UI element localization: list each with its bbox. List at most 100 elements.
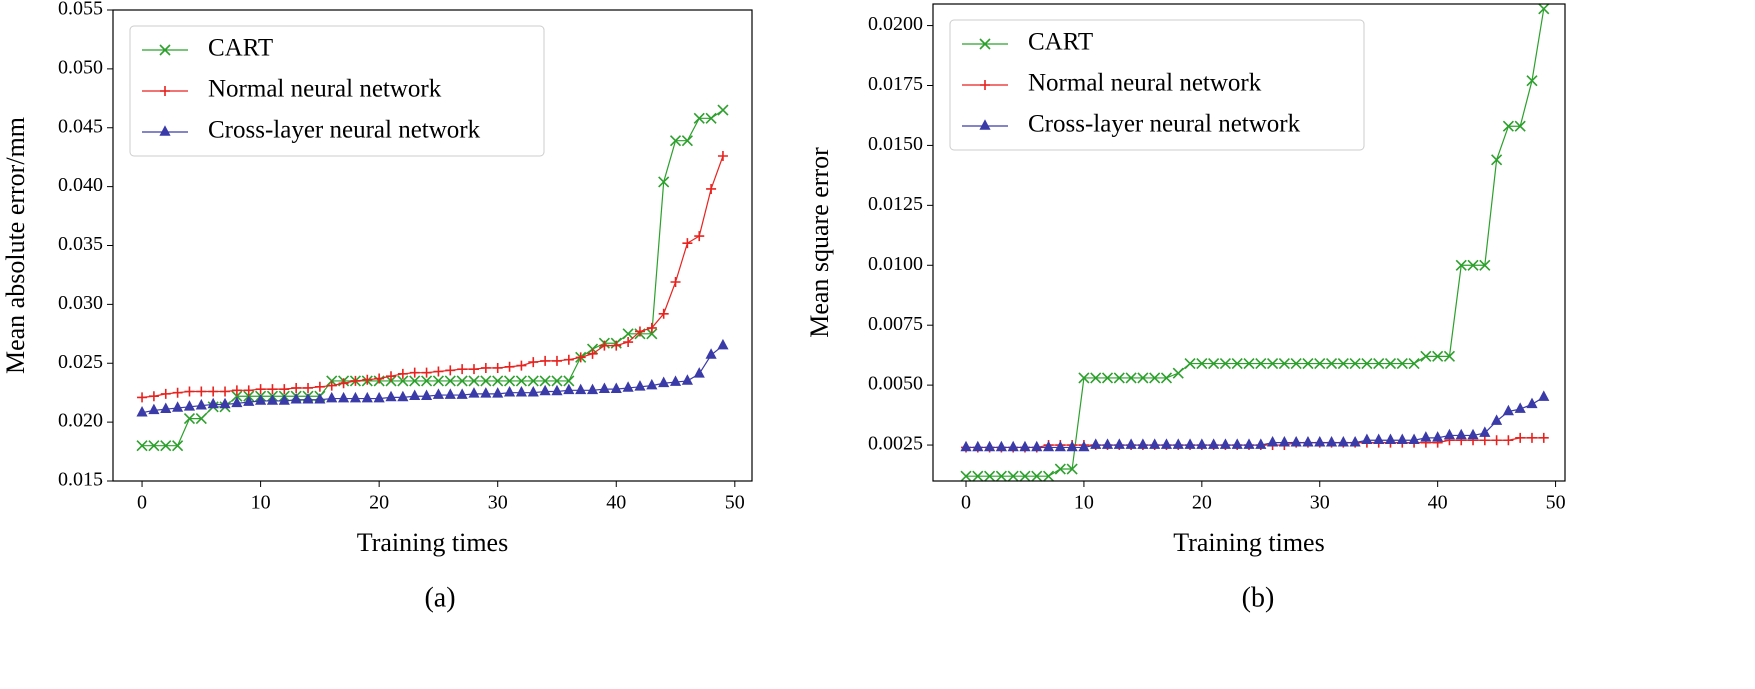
marker xyxy=(1479,435,1490,446)
marker xyxy=(385,390,397,402)
marker xyxy=(1384,433,1397,445)
marker xyxy=(539,384,551,396)
marker xyxy=(492,387,504,398)
marker xyxy=(960,470,972,482)
marker xyxy=(705,112,717,124)
x-axis-label: Training times xyxy=(1173,528,1324,557)
marker xyxy=(1255,357,1267,370)
marker xyxy=(1066,440,1078,452)
marker xyxy=(1443,428,1456,440)
marker xyxy=(504,361,515,372)
marker xyxy=(1467,259,1479,271)
marker xyxy=(1054,463,1066,475)
y-tick-label: 0.0100 xyxy=(868,253,923,275)
marker xyxy=(326,380,337,391)
marker xyxy=(303,382,314,393)
marker xyxy=(503,385,516,397)
marker xyxy=(1019,470,1031,482)
marker xyxy=(539,375,551,387)
marker xyxy=(136,405,148,417)
marker xyxy=(457,364,468,375)
marker xyxy=(1042,470,1055,482)
legend-marker xyxy=(159,44,171,56)
marker xyxy=(1196,357,1208,370)
marker xyxy=(444,388,456,399)
marker xyxy=(551,384,563,396)
marker xyxy=(1125,438,1137,449)
marker xyxy=(669,135,682,147)
marker xyxy=(492,362,503,373)
marker xyxy=(255,384,266,395)
marker xyxy=(432,388,445,399)
marker xyxy=(1443,350,1456,362)
marker xyxy=(681,374,693,385)
marker xyxy=(1502,404,1514,416)
legend-marker xyxy=(160,86,170,96)
marker xyxy=(646,378,658,390)
legend-label: Cross-layer neural network xyxy=(208,117,481,144)
legend-marker xyxy=(159,125,171,136)
marker xyxy=(670,277,681,288)
x-tick-label: 50 xyxy=(725,492,745,514)
marker xyxy=(1491,154,1503,166)
marker xyxy=(148,440,160,452)
y-tick-label: 0.015 xyxy=(58,469,103,491)
subplot: 0.0025 0.0050 0.0075 0.0100 0.0125 0.0150 0.01… xyxy=(805,3,1566,613)
marker xyxy=(326,391,338,403)
marker xyxy=(1031,440,1043,452)
marker xyxy=(540,355,551,366)
marker xyxy=(1491,414,1503,425)
marker xyxy=(1078,440,1090,452)
marker xyxy=(1455,428,1467,440)
marker xyxy=(1349,357,1361,370)
marker xyxy=(984,440,996,452)
marker xyxy=(314,393,326,404)
marker xyxy=(172,440,184,452)
marker xyxy=(705,348,717,359)
marker xyxy=(290,393,302,404)
marker xyxy=(706,183,717,194)
y-tick-label: 0.055 xyxy=(58,0,103,20)
marker xyxy=(409,367,420,378)
marker xyxy=(432,375,444,387)
marker xyxy=(160,440,172,452)
marker xyxy=(1337,357,1349,370)
y-axis-label: Mean square error xyxy=(805,147,834,338)
marker xyxy=(1526,75,1538,87)
legend-label: Cross-layer neural network xyxy=(1028,111,1301,138)
marker xyxy=(1184,357,1196,370)
marker xyxy=(1314,357,1326,370)
caption: (a) xyxy=(424,582,455,613)
y-axis-label: Mean absolute error/mm xyxy=(1,117,30,374)
marker xyxy=(1325,357,1338,370)
marker xyxy=(1137,372,1149,384)
y-tick-label: 0.0175 xyxy=(868,73,923,95)
marker xyxy=(350,375,361,386)
y-tick-label: 0.0150 xyxy=(868,133,923,155)
marker xyxy=(1503,435,1514,446)
marker xyxy=(445,365,456,376)
plot-frame xyxy=(112,9,753,482)
marker xyxy=(1031,470,1043,482)
marker xyxy=(1432,431,1444,442)
marker xyxy=(349,391,362,403)
marker xyxy=(421,367,432,378)
marker xyxy=(148,403,160,415)
marker xyxy=(492,375,504,387)
legend-box xyxy=(949,19,1365,151)
marker xyxy=(196,386,207,397)
x-tick-label: 40 xyxy=(1428,492,1448,514)
legend: CART Normal neural network Cross-layer neu… xyxy=(129,25,545,157)
marker xyxy=(1243,438,1255,449)
marker xyxy=(1361,433,1373,445)
marker xyxy=(515,375,527,387)
marker xyxy=(1125,372,1137,384)
marker xyxy=(1231,438,1243,449)
legend-label: CART xyxy=(208,35,273,62)
marker xyxy=(1078,372,1090,384)
marker xyxy=(622,381,634,392)
marker xyxy=(172,387,183,398)
marker xyxy=(433,366,444,377)
marker xyxy=(599,340,610,351)
